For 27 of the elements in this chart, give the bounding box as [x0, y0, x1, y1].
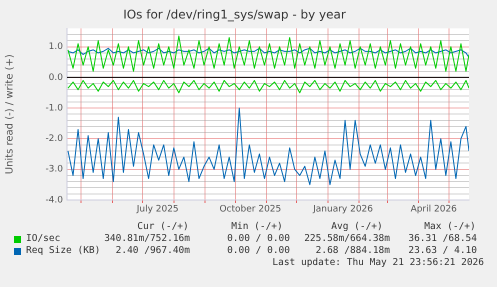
- y-axis-title: Units read (-) / write (+): [4, 54, 16, 174]
- text: Max (-/+): [423, 221, 477, 233]
- legend-label: Req Size (KB): [26, 245, 100, 257]
- x-tick-label: October 2025: [219, 204, 282, 215]
- text: 225.58m/664.38m: [304, 233, 390, 245]
- x-tick-label: July 2025: [136, 204, 179, 215]
- text: 0.00 / 0.00: [227, 233, 290, 245]
- text: 0.00 / 0.00: [227, 245, 290, 257]
- y-tick-label: 0.0: [48, 72, 64, 83]
- text: 36.31 /68.54: [408, 233, 477, 245]
- y-tick-label: -3.0: [45, 164, 64, 175]
- y-tick-label: -2.0: [45, 134, 64, 144]
- text: 2.68 /884.18m: [316, 245, 390, 257]
- text: Last update: Thu May 21 23:56:21 2026: [272, 257, 484, 269]
- y-tick-label: 1.0: [48, 42, 64, 52]
- text: Min (-/+): [230, 221, 284, 233]
- legend-label: IO/sec: [26, 233, 60, 245]
- text: Cur (-/+): [136, 221, 190, 233]
- chart-title: IOs for /dev/ring1_sys/swap - by year: [123, 7, 346, 22]
- x-tick-label: January 2026: [312, 204, 374, 215]
- text: 23.63 / 4.10: [408, 245, 477, 257]
- text: 340.81m/752.16m: [104, 233, 190, 245]
- y-tick-label: -4.0: [45, 195, 64, 206]
- y-tick-label: -1.0: [45, 103, 64, 114]
- text: Avg (-/+): [330, 221, 384, 233]
- x-tick-label: April 2026: [410, 204, 458, 215]
- text: 2.40 /967.40m: [116, 245, 190, 257]
